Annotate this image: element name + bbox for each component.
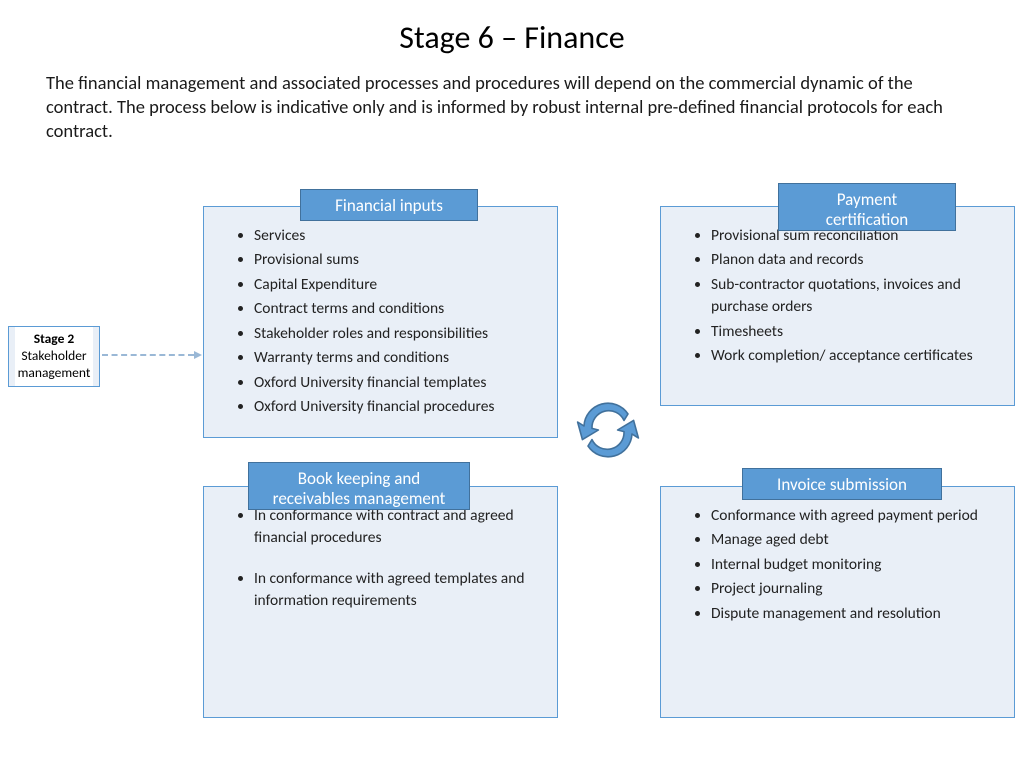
list-item: Oxford University financial procedures [254, 396, 537, 418]
bookkeeping-label-l2: receivables management [273, 488, 446, 509]
list-item: Work completion/ acceptance certificates [711, 345, 994, 367]
bookkeeping-label-l1: Book keeping and [298, 468, 420, 489]
list-item: Contract terms and conditions [254, 298, 537, 320]
invoice-box: Conformance with agreed payment periodMa… [660, 486, 1015, 718]
list-item: Conformance with agreed payment period [711, 505, 994, 527]
bookkeeping-box: In conformance with contract and agreed … [203, 486, 558, 718]
intro-paragraph: The financial management and associated … [0, 57, 1024, 143]
list-item: Internal budget monitoring [711, 554, 994, 576]
invoice-list: Conformance with agreed payment periodMa… [661, 487, 1014, 641]
list-item: In conformance with contract and agreed … [254, 505, 537, 550]
financial-inputs-box: ServicesProvisional sums Capital Expendit… [203, 206, 558, 438]
stage2-reference-box: Stage 2 Stakeholder management [8, 326, 100, 387]
list-item: Services [254, 225, 537, 247]
financial-inputs-label: Financial inputs [300, 189, 478, 221]
payment-cert-label-l1: Payment [837, 189, 897, 210]
payment-cert-label-l2: certification [826, 209, 908, 230]
bookkeeping-label: Book keeping and receivables management [248, 462, 470, 510]
cycle-arrows-icon [568, 390, 648, 470]
payment-cert-label: Payment certification [778, 183, 956, 231]
list-item: Capital Expenditure [254, 274, 537, 296]
list-item: Stakeholder roles and responsibilities [254, 323, 537, 345]
stage2-line3: management [15, 365, 93, 382]
invoice-label: Invoice submission [742, 468, 942, 500]
financial-inputs-list: ServicesProvisional sums Capital Expendit… [204, 207, 557, 435]
list-item: Timesheets [711, 321, 994, 343]
list-item: Planon data and records [711, 249, 994, 271]
list-item: Project journaling [711, 578, 994, 600]
page-title: Stage 6 – Finance [0, 0, 1024, 57]
dashed-connector-arrow [102, 354, 194, 356]
list-item: Provisional sums [254, 249, 537, 271]
stage2-line1: Stage 2 [15, 331, 93, 348]
payment-cert-box: Provisional sum reconciliationPlanon dat… [660, 206, 1015, 406]
payment-cert-list: Provisional sum reconciliationPlanon dat… [661, 207, 1014, 384]
list-item: Warranty terms and conditions [254, 347, 537, 369]
list-item: Dispute management and resolution [711, 603, 994, 625]
list-item: Manage aged debt [711, 529, 994, 551]
stage2-line2: Stakeholder [15, 348, 93, 365]
list-item: Oxford University financial templates [254, 372, 537, 394]
list-item: In conformance with agreed templates and… [254, 568, 537, 613]
list-item: Sub-contractor quotations, invoices and … [711, 274, 994, 319]
